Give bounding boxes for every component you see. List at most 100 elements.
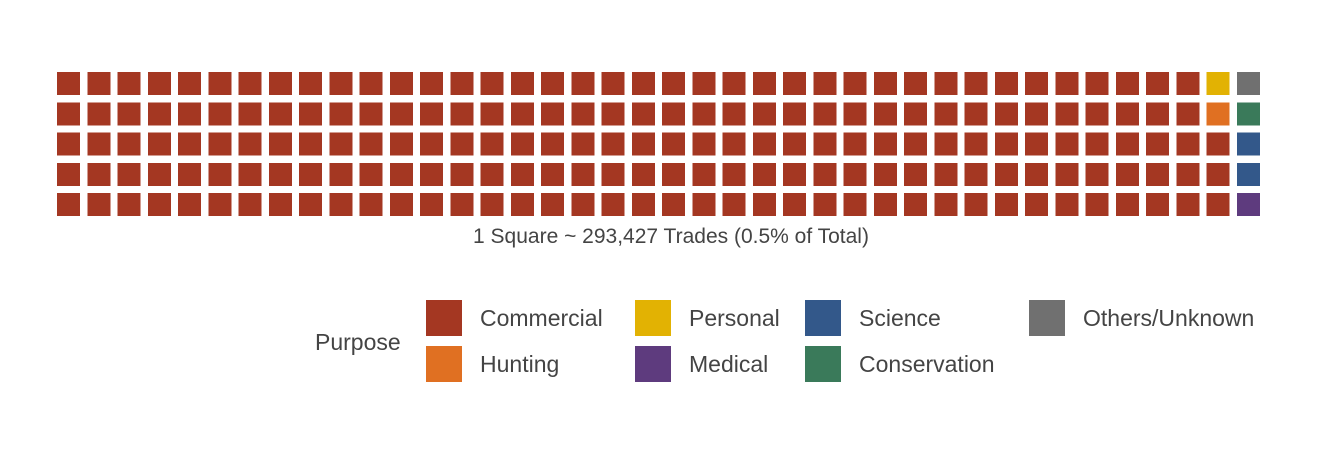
waffle-square-commercial [783,102,806,126]
waffle-square-commercial [1146,132,1169,156]
waffle-square-commercial [359,193,383,216]
waffle-square-commercial [813,132,837,156]
waffle-square-commercial [843,193,867,216]
waffle-square-commercial [1085,193,1109,216]
waffle-square-commercial [1055,132,1079,156]
waffle-square-commercial [1146,193,1169,216]
waffle-squares [57,72,1260,216]
waffle-square-commercial [117,193,141,216]
waffle-square-commercial [813,102,837,126]
waffle-square-commercial [1115,193,1139,216]
waffle-square-commercial [208,162,232,186]
waffle-square-commercial [934,102,958,126]
waffle-square-commercial [1025,162,1048,186]
legend-item-science: Science [805,300,941,336]
waffle-square-commercial [299,102,322,126]
waffle-square-commercial [57,132,80,156]
waffle-square-commercial [571,132,595,156]
waffle-square-commercial [722,72,746,95]
legend: Purpose Commercial Personal Science Others/… [315,300,1254,382]
legend-label-personal: Personal [689,305,780,331]
waffle-square-commercial [87,102,111,126]
waffle-square-commercial [1055,162,1079,186]
waffle-square-commercial [480,193,504,216]
waffle-square-commercial [964,102,988,126]
waffle-square-commercial [934,132,958,156]
waffle-square-commercial [904,72,927,95]
waffle-square-commercial [147,193,171,216]
waffle-square-commercial [994,162,1018,186]
waffle-square-commercial [934,162,958,186]
waffle-square-commercial [389,132,413,156]
waffle-square-commercial [601,162,625,186]
waffle-square-commercial [87,72,111,95]
waffle-square-commercial [752,102,776,126]
waffle-square-commercial [480,162,504,186]
waffle-square-commercial [389,102,413,126]
legend-swatch-science [805,300,841,336]
waffle-square-commercial [994,102,1018,126]
waffle-square-commercial [541,72,564,95]
waffle-square-commercial [1146,162,1169,186]
waffle-square-commercial [238,193,262,216]
waffle-square-commercial [299,162,322,186]
waffle-square-commercial [1025,193,1048,216]
waffle-square-commercial [631,132,655,156]
waffle-square-commercial [329,102,353,126]
waffle-square-commercial [510,162,534,186]
waffle-square-commercial [208,193,232,216]
waffle-square-commercial [904,193,927,216]
waffle-square-commercial [722,132,746,156]
waffle-square-commercial [843,72,867,95]
legend-item-hunting: Hunting [426,346,559,382]
waffle-square-commercial [117,72,141,95]
waffle-square-commercial [601,193,625,216]
legend-item-medical: Medical [635,346,768,382]
waffle-square-commercial [480,102,504,126]
waffle-square-commercial [450,72,474,95]
waffle-square-commercial [1176,132,1200,156]
legend-swatch-conservation [805,346,841,382]
legend-swatch-personal [635,300,671,336]
waffle-square-commercial [662,162,685,186]
waffle-square-others-unknown [1236,72,1260,95]
waffle-square-commercial [420,132,443,156]
legend-item-personal: Personal [635,300,780,336]
waffle-square-commercial [117,132,141,156]
waffle-square-hunting [1206,102,1230,126]
waffle-square-commercial [904,132,927,156]
waffle-square-commercial [87,132,111,156]
waffle-square-commercial [450,132,474,156]
waffle-square-commercial [359,102,383,126]
waffle-square-commercial [843,102,867,126]
waffle-square-commercial [1085,72,1109,95]
waffle-square-commercial [692,72,716,95]
legend-item-conservation: Conservation [805,346,995,382]
legend-label-medical: Medical [689,351,768,377]
waffle-square-medical [1236,193,1260,216]
waffle-square-commercial [87,193,111,216]
waffle-square-commercial [541,193,564,216]
legend-label-conservation: Conservation [859,351,995,377]
waffle-square-commercial [450,162,474,186]
waffle-square-commercial [178,193,201,216]
waffle-square-commercial [601,72,625,95]
waffle-square-commercial [1115,162,1139,186]
waffle-square-commercial [1146,102,1169,126]
waffle-square-commercial [752,162,776,186]
waffle-square-commercial [299,132,322,156]
waffle-square-science [1236,162,1260,186]
waffle-square-commercial [631,162,655,186]
waffle-square-commercial [208,72,232,95]
waffle-square-commercial [1176,102,1200,126]
waffle-square-commercial [268,162,292,186]
waffle-square-commercial [147,162,171,186]
waffle-square-commercial [813,72,837,95]
waffle-square-commercial [571,162,595,186]
waffle-square-commercial [1176,162,1200,186]
waffle-square-commercial [268,72,292,95]
legend-label-commercial: Commercial [480,305,603,331]
waffle-square-commercial [147,132,171,156]
legend-item-commercial: Commercial [426,300,603,336]
